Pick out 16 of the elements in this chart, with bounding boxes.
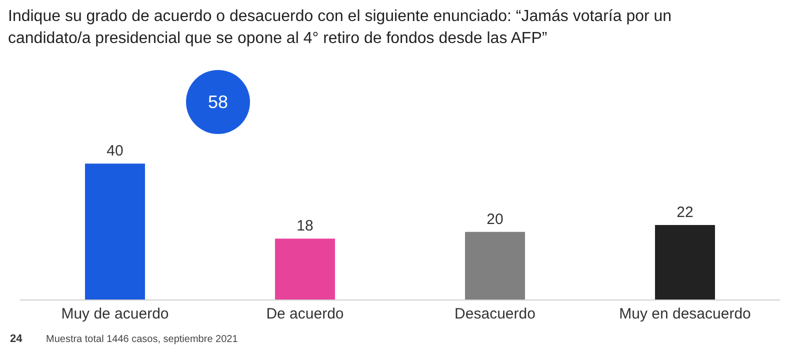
text: Muestra total 1446 casos, septiembre 2021 <box>46 334 238 345</box>
bar <box>85 164 145 300</box>
bar <box>275 238 335 300</box>
data-label: 22 <box>676 204 694 221</box>
data-label: 20 <box>486 210 504 228</box>
x-tick-label: De acuerdo <box>266 306 344 323</box>
chart-title: Indique su grado de acuerdo o desacuerdo con el siguiente enunciado: “Jamás votaría por un candidato/a presidencial que se opone al 4° retiro de fondos desde las AFP” <box>8 7 673 49</box>
bar <box>465 232 525 300</box>
data-label: 18 <box>296 218 314 235</box>
x-tick-label: Muy de acuerdo <box>61 306 169 323</box>
circle-badge: 58 <box>186 70 250 134</box>
data-label: 40 <box>106 142 124 160</box>
text: 24 <box>10 333 22 345</box>
bar <box>655 225 715 300</box>
x-tick-label: Muy en desacuerdo <box>619 306 751 323</box>
x-tick-label: Desacuerdo <box>454 306 536 323</box>
